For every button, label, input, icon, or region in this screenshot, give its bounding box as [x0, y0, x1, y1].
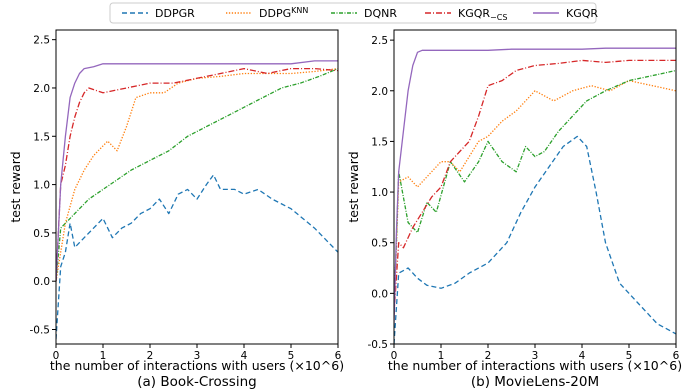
y-tick-label: 2.0 [371, 86, 388, 98]
axes-frame [55, 29, 339, 345]
x-axis-label: the number of interactions with users (×… [50, 358, 344, 373]
x-tick-label: 3 [194, 350, 201, 362]
chart-movielens-20m: 0 1 2 3 4 5 6 -0.5 0.0 0.5 1.0 1.5 2.0 2.5 the number … [346, 29, 682, 390]
x-tick-label: 0 [53, 350, 60, 362]
y-tick-label: 0.5 [33, 228, 50, 240]
legend-entry: KGQR [566, 7, 598, 20]
y-tick-label: 2.5 [371, 35, 388, 47]
y-tick-label: 1.5 [33, 131, 50, 143]
series-line [394, 79, 676, 314]
legend-entry: DQNR [364, 7, 397, 20]
x-tick-label: 0 [391, 350, 398, 362]
legend-subscript: −CS [490, 13, 507, 22]
y-tick-label: -0.5 [368, 339, 389, 351]
y-tick-label: 0.0 [371, 288, 388, 300]
y-tick-label: 1.5 [371, 136, 388, 148]
legend-label: DDPGR [155, 7, 195, 20]
x-tick-label: 5 [288, 350, 295, 362]
x-tick-label: 6 [335, 350, 342, 362]
legend-label: KGQR [566, 7, 598, 20]
legend-entry: KGQR−CS [458, 7, 507, 22]
series-line [394, 69, 676, 314]
legend-label: DDPG [259, 7, 291, 20]
y-tick-label: 0.5 [371, 238, 388, 250]
legend-superscript: KNN [291, 6, 308, 15]
y-tick-label: -0.5 [30, 325, 51, 337]
x-tick-label: 3 [532, 350, 539, 362]
x-tick-label: 1 [100, 350, 107, 362]
legend-entry: DDPGKNN [259, 6, 308, 20]
series-line [56, 67, 338, 282]
plot-area [394, 47, 676, 344]
x-tick-label: 4 [241, 350, 248, 362]
y-tick-label: 2.5 [33, 35, 50, 47]
y-tick-label: 1.0 [371, 187, 388, 199]
series-line [394, 59, 676, 314]
chart-caption: (a) Book-Crossing [137, 374, 256, 390]
x-tick-label: 6 [673, 350, 680, 362]
x-tick-label: 5 [626, 350, 633, 362]
y-tick-label: 0.0 [33, 276, 50, 288]
y-tick-label: 1.0 [33, 180, 50, 192]
y-axis-label: test reward [346, 151, 361, 222]
series-line [394, 135, 676, 344]
series-line [56, 67, 338, 282]
x-axis-label: the number of interactions with users (×… [388, 358, 682, 373]
y-tick-label: 2.0 [33, 83, 50, 95]
plot-area [56, 60, 338, 340]
legend-label: DQNR [364, 7, 397, 20]
x-tick-label: 2 [147, 350, 154, 362]
chart-book-crossing: 0 1 2 3 4 5 6 -0.5 0.0 0.5 1.0 1.5 2.0 2.5 the number … [8, 29, 344, 390]
legend-entry: DDPGR [155, 7, 195, 20]
x-tick-label: 4 [579, 350, 586, 362]
x-tick-label: 1 [438, 350, 445, 362]
legend-label: KGQR [458, 7, 490, 20]
series-line [394, 47, 676, 324]
x-tick-label: 2 [485, 350, 492, 362]
y-axis-label: test reward [8, 151, 23, 222]
series-line [56, 174, 338, 340]
legend: DDPGR DDPGKNN DQNR KGQR−CS KGQR [109, 2, 598, 24]
chart-caption: (b) MovieLens-20M [471, 374, 599, 390]
series-line [56, 67, 338, 282]
series-line [56, 60, 338, 282]
